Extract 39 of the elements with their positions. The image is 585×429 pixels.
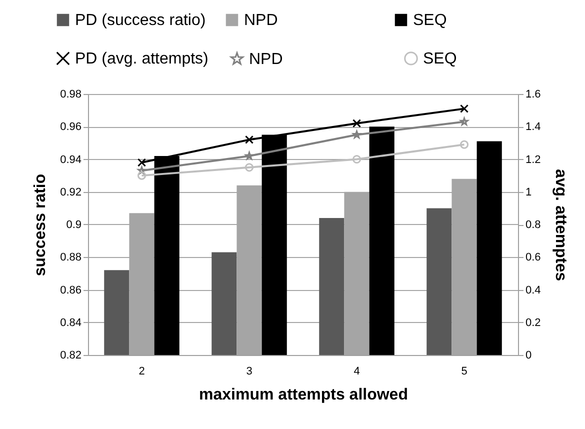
point <box>460 104 469 113</box>
x-tick-label: 2 <box>138 366 145 378</box>
y2-tick-label: 0.4 <box>526 284 541 296</box>
x-axis-title: maximum attempts allowed <box>199 386 408 404</box>
point <box>352 154 362 164</box>
y-tick-label: 0.82 <box>60 350 82 362</box>
y-tick-label: 0.86 <box>60 284 82 296</box>
point <box>137 171 146 180</box>
y-tick-label: 0.98 <box>60 88 82 100</box>
x-tick-label: 4 <box>354 366 360 378</box>
y2-tick-label: 0 <box>526 350 532 362</box>
legend-label: SEQ <box>423 50 457 68</box>
point <box>244 135 254 144</box>
y-tick-label: 0.84 <box>60 316 82 329</box>
y2-tick-label: 0.6 <box>526 252 541 264</box>
y-tick-label: 0.88 <box>60 252 82 264</box>
y2-axis-title: avg. attemptes <box>552 168 569 282</box>
y2-tick-label: 1.2 <box>526 154 541 166</box>
y-axis-title: success ratio <box>32 174 50 276</box>
y-tick-label: 0.96 <box>60 121 82 134</box>
legend-label: SEQ <box>413 12 447 29</box>
x-tick-label: 5 <box>461 366 468 378</box>
legend-label: PD (success ratio) <box>75 12 206 29</box>
point <box>244 163 254 172</box>
legend-label: NPD <box>244 12 278 29</box>
y-tick-label: 0.9 <box>66 219 82 231</box>
point <box>137 158 146 167</box>
y-tick-label: 0.94 <box>60 154 82 166</box>
y2-tick-label: 0.2 <box>526 316 541 329</box>
legend-label: PD (avg. attempts) <box>75 50 208 68</box>
y2-tick-label: 0.8 <box>526 219 541 231</box>
y-tick-label: 0.92 <box>60 186 82 198</box>
point <box>352 119 362 128</box>
legend-label: NPD <box>249 51 283 68</box>
y2-tick-label: 1 <box>526 186 532 198</box>
y2-tick-label: 1.6 <box>526 88 541 100</box>
x-tick-label: 3 <box>246 366 252 378</box>
point <box>460 140 469 149</box>
y2-tick-label: 1.4 <box>526 121 541 134</box>
